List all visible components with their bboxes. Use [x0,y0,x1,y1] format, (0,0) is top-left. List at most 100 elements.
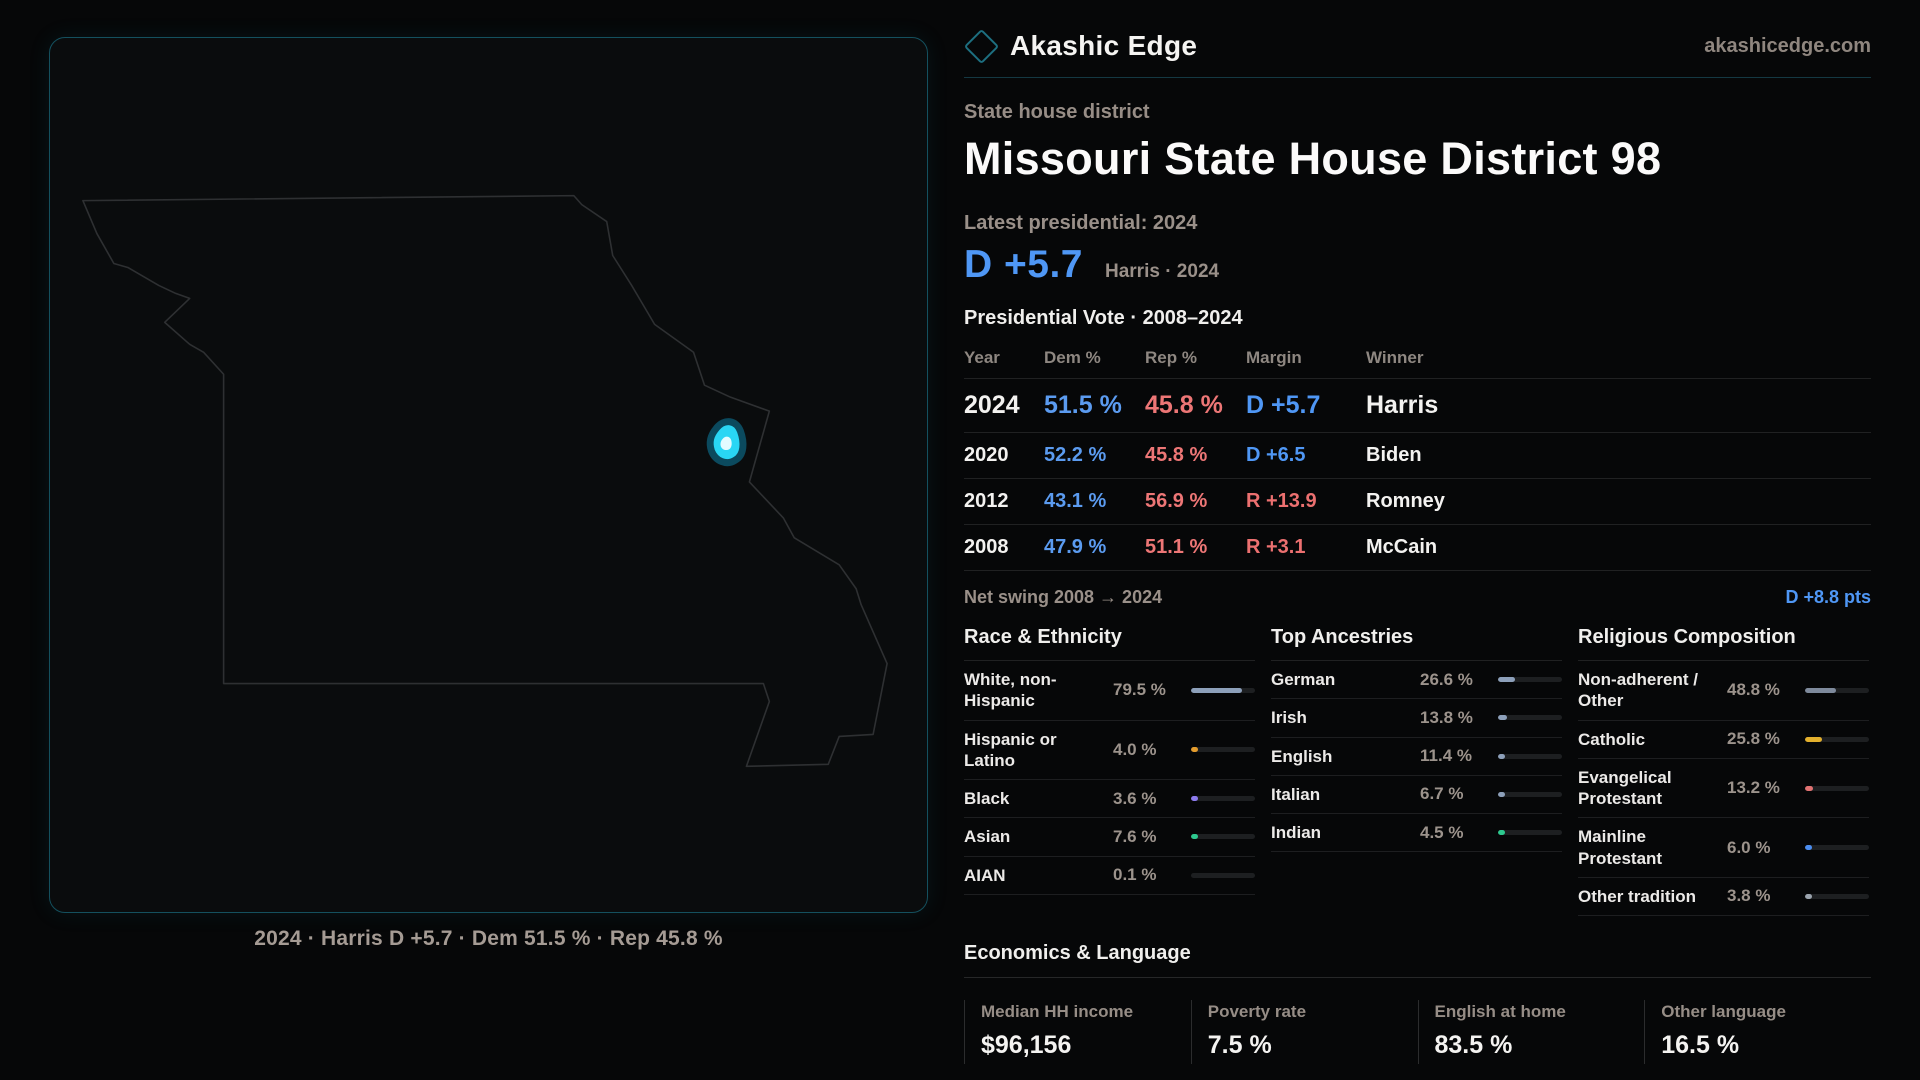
list-item: English 11.4 % [1271,738,1562,776]
list-item: German 26.6 % [1271,661,1562,700]
demo-bar [1805,736,1869,742]
col-header-margin: Margin [1246,342,1366,379]
table-row[interactable]: 2020 52.2 % 45.8 % D +6.5 Biden [964,432,1871,479]
list-item: White, non-Hispanic 79.5 % [964,661,1255,721]
winner-cell: Romney [1366,478,1871,525]
margin-cell: R +13.9 [1246,478,1366,525]
year-cell: 2012 [964,478,1044,525]
stat-label: Other language [1661,1002,1786,1021]
economics-stats: Median HH income $96,156 Poverty rate 7.… [964,1000,1871,1064]
stat-label: English at home [1434,1002,1566,1021]
demo-label: Non-adherent / Other [1578,670,1698,711]
list-item: Non-adherent / Other 48.8 % [1578,661,1869,721]
stat-english-at-home: English at home 83.5 % [1417,1000,1645,1064]
demo-label: Italian [1271,784,1321,804]
page-title: Missouri State House District 98 [964,133,1662,184]
brand-name: Akashic Edge [1010,30,1198,61]
stat-value: $96,156 [981,1031,1072,1059]
demo-bar [1191,834,1255,840]
stat-other-language: Other language 16.5 % [1644,1000,1871,1064]
latest-winner-year: Harris · 2024 [1105,261,1220,282]
missouri-outline [82,194,888,768]
list-item: Catholic 25.8 % [1578,721,1869,759]
latest-presidential-label: Latest presidential: 2024 [964,212,1198,234]
demo-bar [1805,893,1869,899]
district-map-panel[interactable] [49,37,928,913]
demo-value: 4.5 % [1420,822,1464,842]
margin-cell: D +6.5 [1246,432,1366,479]
net-swing-value: D +8.8 pts [1785,587,1871,607]
demo-label: Hispanic or Latino [964,729,1057,770]
demo-value: 79.5 % [1113,680,1166,700]
district-marker-icon [706,418,747,467]
demo-value: 26.6 % [1420,669,1473,689]
demo-value: 0.1 % [1113,865,1157,885]
demo-bar [1498,830,1562,836]
demo-label: Indian [1271,823,1322,842]
dem-cell: 51.5 % [1044,378,1145,433]
demo-label: Mainline Protestant [1578,827,1663,868]
ancestries-column: Top Ancestries German 26.6 % Irish 13.8 … [1271,626,1562,916]
presidential-vote-table: Year Dem % Rep % Margin Winner 2024 51.5… [964,342,1871,571]
table-row[interactable]: 2024 51.5 % 45.8 % D +5.7 Harris [964,378,1871,433]
demo-value: 48.8 % [1727,680,1780,700]
map-caption: 2024 · Harris D +5.7 · Dem 51.5 % · Rep … [254,927,723,950]
list-item: AIAN 0.1 % [964,857,1255,895]
demo-label: Irish [1271,708,1307,728]
year-cell: 2024 [964,378,1044,433]
year-cell: 2020 [964,432,1044,479]
stat-median-income: Median HH income $96,156 [964,1000,1191,1064]
race-ethnicity-column: Race & Ethnicity White, non-Hispanic 79.… [964,626,1255,916]
religion-column: Religious Composition Non-adherent / Oth… [1578,626,1869,916]
demo-value: 6.0 % [1727,837,1771,857]
header-divider [964,77,1871,78]
list-item: Evangelical Protestant 13.2 % [1578,759,1869,819]
list-item: Irish 13.8 % [1271,699,1562,738]
demo-label: English [1271,746,1333,766]
demo-value: 6.7 % [1420,784,1464,804]
col-header-dem: Dem % [1044,342,1145,379]
table-row[interactable]: 2008 47.9 % 51.1 % R +3.1 McCain [964,524,1871,571]
district-card: Akashic Edge akashicedge.com State house… [963,28,1871,1080]
winner-cell: Biden [1366,432,1871,479]
demo-label: Evangelical Protestant [1578,767,1672,808]
dem-cell: 43.1 % [1044,478,1145,525]
demo-label: Other tradition [1578,886,1697,906]
demo-bar [1498,715,1562,721]
missouri-map [82,194,888,768]
list-item: Asian 7.6 % [964,818,1255,857]
stat-value: 16.5 % [1661,1031,1740,1059]
dem-cell: 47.9 % [1044,524,1145,571]
demo-bar [1805,845,1869,850]
demo-value: 4.0 % [1113,739,1157,759]
vote-table-header-row: Year Dem % Rep % Margin Winner [964,342,1871,379]
demo-bar [1805,687,1869,693]
demo-bar [1498,753,1562,759]
demo-label: AIAN [964,865,1006,885]
demo-value: 3.8 % [1727,886,1771,906]
ancestries-title: Top Ancestries [1271,626,1562,661]
demo-bar [1805,785,1869,791]
demo-bar [1191,747,1255,753]
brand-domain[interactable]: akashicedge.com [1704,34,1871,57]
demo-label: Asian [964,827,1011,847]
demo-value: 25.8 % [1727,729,1780,749]
stat-label: Median HH income [981,1002,1134,1021]
stat-label: Poverty rate [1207,1002,1307,1021]
winner-cell: McCain [1366,524,1871,571]
race-ethnicity-title: Race & Ethnicity [964,626,1255,661]
demo-bar [1191,872,1255,878]
list-item: Hispanic or Latino 4.0 % [964,721,1255,780]
demo-bar [1191,796,1255,802]
list-item: Black 3.6 % [964,780,1255,819]
demo-value: 3.6 % [1113,788,1157,808]
table-row[interactable]: 2012 43.1 % 56.9 % R +13.9 Romney [964,478,1871,525]
net-swing-label: Net swing 2008 → 2024 [964,587,1163,607]
list-item: Indian 4.5 % [1271,814,1562,853]
demographics-section: Race & Ethnicity White, non-Hispanic 79.… [964,626,1871,916]
demo-label: German [1271,670,1336,689]
brand-diamond-icon [963,28,1000,64]
margin-cell: D +5.7 [1246,378,1366,433]
demo-value: 11.4 % [1420,746,1472,766]
demo-label: Black [964,789,1010,808]
